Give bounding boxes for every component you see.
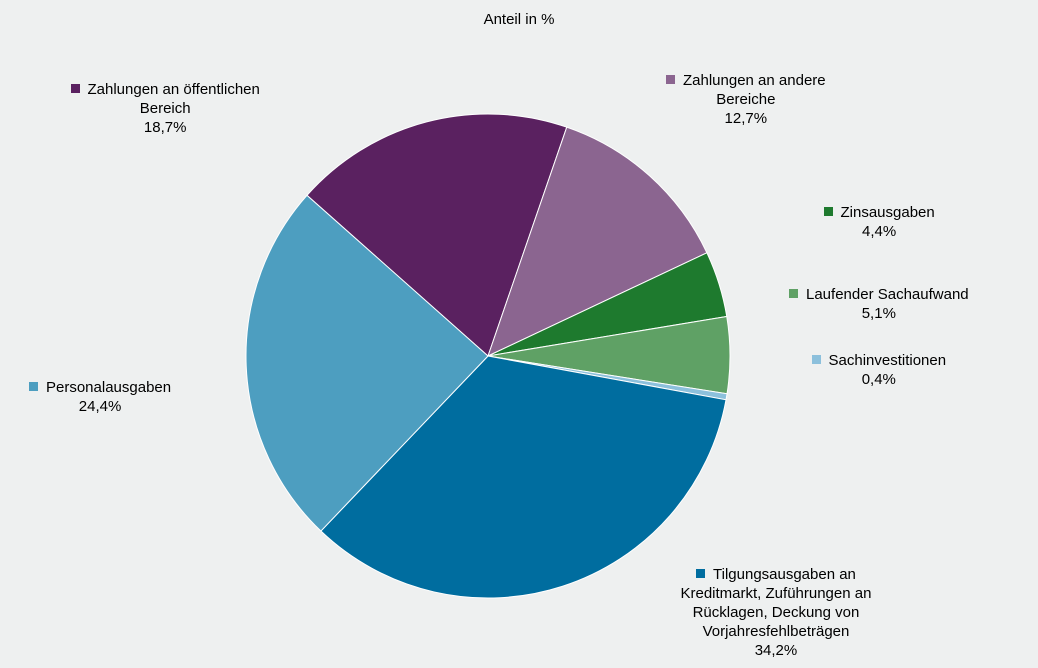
slice-label-line: Rücklagen, Deckung von (681, 603, 872, 622)
slice-name: Zahlungen an öffentlichen (87, 81, 260, 98)
legend-swatch (29, 382, 38, 391)
slice-name: Kreditmarkt, Zuführungen an (680, 585, 872, 602)
slice-name: Sachinvestitionen (828, 352, 947, 369)
pie-slice (306, 113, 568, 357)
slice-label: Sachinvestitionen 0,4% (811, 351, 947, 389)
slice-label-line: Zahlungen an öffentlichen (70, 80, 260, 99)
legend-swatch (666, 75, 675, 84)
slice-name: Bereich (139, 100, 191, 117)
slice-label-line: Sachinvestitionen (811, 351, 947, 370)
legend-swatch (811, 355, 821, 364)
slice-label: Zinsausgaben 4,4% (823, 203, 935, 241)
slice-label: Zahlungen an öffentlichen Bereich 18,7% (70, 80, 260, 137)
slice-label-line: Tilgungsausgaben an (681, 565, 872, 584)
slice-name: Zinsausgaben (840, 204, 935, 221)
slice-label-line: Bereiche (666, 90, 826, 109)
slice-name: Rücklagen, Deckung von (692, 604, 860, 621)
slice-name: Tilgungsausgaben an (713, 566, 856, 583)
pie-slice (245, 194, 489, 532)
slice-value-label: 12,7% (724, 110, 768, 127)
legend-swatch (789, 289, 798, 298)
slice-label: Personalausgaben 24,4% (29, 378, 171, 416)
slice-value-label: 5,1% (861, 305, 896, 322)
slice-label-line: Laufender Sachaufwand (789, 285, 969, 304)
slice-label-line: Personalausgaben (29, 378, 171, 397)
slice-label-line: Vorjahresfehlbeträgen (681, 622, 872, 641)
slice-label-line: Zahlungen an andere (666, 71, 826, 90)
legend-swatch (70, 84, 80, 93)
slice-value-label: 34,2% (754, 642, 798, 659)
slice-value-label: 4,4% (862, 223, 897, 240)
slice-name: Laufender Sachaufwand (806, 286, 969, 303)
pie-slice (320, 355, 727, 599)
slice-name: Vorjahresfehlbeträgen (702, 623, 850, 640)
slice-value-label: 18,7% (143, 119, 187, 136)
slice-label-line: Kreditmarkt, Zuführungen an (681, 584, 872, 603)
legend-swatch (696, 569, 706, 578)
chart-title: Anteil in % (483, 11, 555, 28)
slice-label: Tilgungsausgaben an Kreditmarkt, Zuführun… (681, 565, 872, 660)
slice-label: Laufender Sachaufwand 5,1% (789, 285, 969, 323)
slice-name: Personalausgaben (46, 379, 172, 396)
slice-name: Zahlungen an andere (683, 72, 826, 89)
slice-value-label: 0,4% (861, 371, 896, 388)
pie-slice (487, 126, 708, 357)
slice-label: Zahlungen an andere Bereiche 12,7% (666, 71, 826, 128)
slice-label-line: Bereich (71, 99, 260, 118)
slice-label-line: Zinsausgaben (823, 203, 935, 222)
slice-value-label: 24,4% (78, 398, 122, 415)
slice-name: Bereiche (716, 91, 776, 108)
legend-swatch (823, 207, 833, 216)
